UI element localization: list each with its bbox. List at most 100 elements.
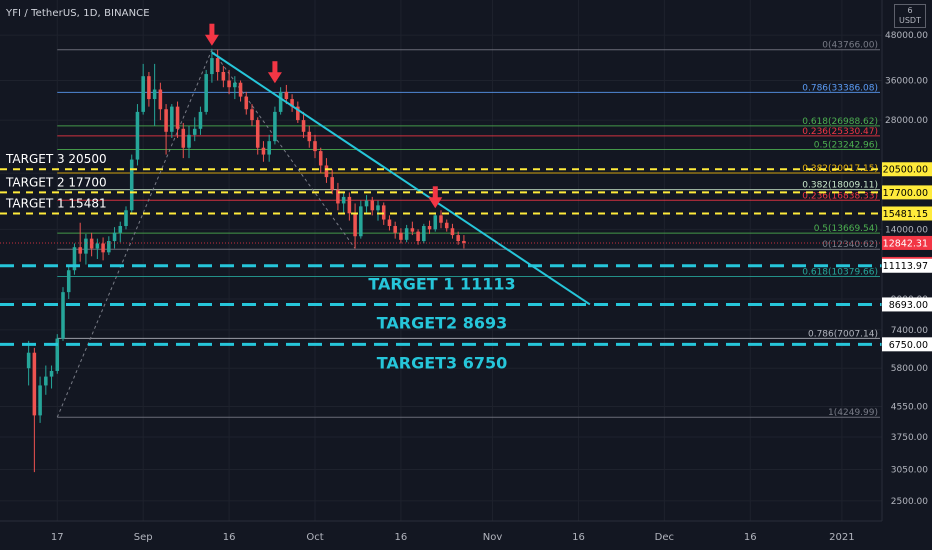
candle-body bbox=[318, 151, 323, 166]
time-tick-label: 2021 bbox=[829, 532, 854, 543]
candle-body bbox=[387, 219, 392, 227]
candle bbox=[347, 192, 352, 221]
candle bbox=[112, 227, 117, 249]
candle bbox=[462, 235, 466, 249]
candle bbox=[307, 125, 312, 148]
candle-body bbox=[135, 111, 140, 160]
candle-body bbox=[95, 243, 100, 249]
grid bbox=[0, 0, 882, 521]
candle-body bbox=[381, 205, 386, 220]
support-target-label: TARGET 1 11113 bbox=[368, 275, 515, 294]
candle bbox=[158, 82, 163, 121]
candle-body bbox=[38, 385, 42, 416]
price-axis-background bbox=[882, 0, 932, 550]
resistance-price-badge: 17700.00 bbox=[883, 188, 928, 199]
candle bbox=[296, 101, 300, 123]
candle bbox=[324, 158, 329, 183]
candle bbox=[135, 104, 140, 166]
candle-body bbox=[290, 99, 294, 107]
arrow-head bbox=[267, 72, 282, 84]
candle-body bbox=[152, 89, 157, 100]
candle bbox=[444, 219, 449, 232]
candle bbox=[341, 191, 346, 214]
candle-body bbox=[32, 352, 37, 416]
time-tick-label: 16 bbox=[572, 532, 585, 543]
candle-body bbox=[416, 231, 420, 242]
candle-body bbox=[72, 247, 77, 271]
candle-body bbox=[227, 80, 231, 88]
candle bbox=[370, 196, 375, 216]
candle-body bbox=[215, 58, 220, 72]
candle bbox=[399, 228, 403, 244]
fib-level-label: 0.236(16838.33) bbox=[802, 191, 878, 201]
trendline[interactable] bbox=[211, 51, 591, 306]
resistance-price-badge-bg bbox=[882, 162, 932, 177]
price-tick-label: 14000.00 bbox=[885, 225, 928, 235]
candle-body bbox=[359, 206, 363, 237]
candle bbox=[78, 222, 82, 262]
time-tick-label: Oct bbox=[306, 532, 323, 543]
time-tick-label: 17 bbox=[51, 532, 64, 543]
candle-body bbox=[313, 141, 317, 152]
candle-body bbox=[118, 226, 123, 233]
candle bbox=[284, 84, 289, 105]
fib-level-label: 0.382(20017.15) bbox=[802, 164, 878, 174]
support-target-label: TARGET2 8693 bbox=[377, 313, 508, 332]
price-tick-label: 48000.00 bbox=[885, 31, 928, 41]
fib-level-label: 0.5(23242.96) bbox=[814, 140, 878, 150]
candle bbox=[44, 365, 48, 395]
candle-body bbox=[250, 109, 254, 121]
fib-level-label: 0.786(33386.08) bbox=[802, 83, 878, 93]
markers bbox=[204, 23, 443, 209]
candle-body bbox=[55, 338, 60, 371]
candle bbox=[250, 104, 254, 126]
candle-body bbox=[410, 228, 415, 232]
fib-level-label: 0.786(7007.14) bbox=[808, 329, 878, 339]
candle-body bbox=[450, 228, 455, 236]
candle-body bbox=[44, 376, 48, 386]
currency-unit-button[interactable]: 6 USDT bbox=[894, 4, 926, 28]
candle bbox=[364, 195, 369, 214]
candle-body bbox=[439, 215, 443, 223]
unit-line-1: 6 bbox=[907, 6, 913, 15]
candle-body bbox=[210, 58, 214, 75]
time-axis[interactable]: 17 Sep 16 Oct 16 Nov 16 Dec 16 2021 bbox=[0, 520, 882, 543]
candle bbox=[204, 69, 208, 115]
candle bbox=[393, 221, 397, 239]
candle bbox=[336, 182, 340, 211]
candle-body bbox=[307, 131, 312, 142]
candle bbox=[66, 264, 71, 299]
candles bbox=[26, 48, 466, 473]
price-axis[interactable]: 48000.0036000.0028000.0020000.0014000.00… bbox=[881, 0, 932, 550]
candle-body bbox=[112, 232, 117, 242]
candle bbox=[49, 365, 54, 389]
candle-body bbox=[66, 270, 71, 293]
candle bbox=[164, 104, 168, 155]
resistance-price-badge: 20500.00 bbox=[883, 165, 928, 176]
candle-body bbox=[192, 128, 197, 135]
candle bbox=[210, 48, 214, 83]
candle bbox=[55, 334, 60, 374]
fib-level-label: 0(43766.00) bbox=[822, 41, 878, 51]
candle-body bbox=[124, 210, 128, 227]
price-tick-label: 36000.00 bbox=[885, 77, 928, 87]
candle bbox=[215, 49, 220, 81]
candle-body bbox=[198, 111, 203, 129]
candle bbox=[170, 104, 174, 138]
candle-body bbox=[89, 238, 94, 249]
candle bbox=[353, 203, 357, 249]
candle bbox=[233, 76, 237, 100]
candle bbox=[118, 221, 123, 243]
candle bbox=[267, 134, 271, 162]
candle-body bbox=[324, 165, 329, 178]
candle-body bbox=[49, 370, 54, 377]
candle-body bbox=[101, 243, 105, 253]
candle bbox=[89, 232, 94, 257]
price-tick-label: 3050.00 bbox=[891, 466, 928, 476]
fib-level-label: 0.618(26988.62) bbox=[802, 117, 878, 127]
candle bbox=[147, 71, 151, 107]
candle bbox=[187, 125, 191, 159]
candle bbox=[318, 147, 323, 174]
candle bbox=[273, 106, 277, 145]
